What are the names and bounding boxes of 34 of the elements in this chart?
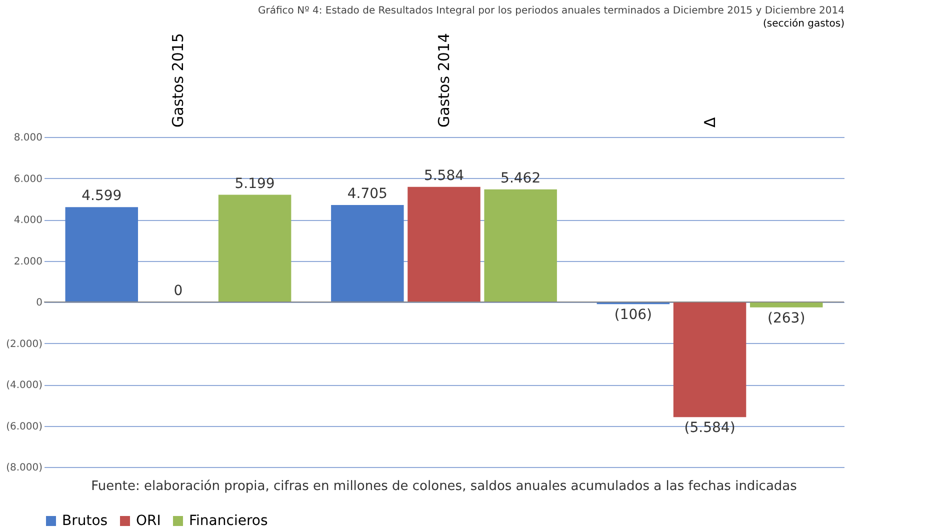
x-tick-label: Gastos 2015 — [169, 33, 188, 128]
data-label: 4.599 — [82, 188, 122, 204]
legend-label: Financieros — [189, 513, 268, 529]
bar — [484, 189, 557, 302]
y-tick-label: 0 — [36, 298, 42, 308]
y-tick-label: 8.000 — [14, 132, 42, 144]
data-label: (5.584) — [684, 420, 736, 436]
chart-subtitle: (sección gastos) — [762, 18, 845, 30]
bar — [408, 186, 480, 302]
y-tick-label: (8.000) — [6, 462, 43, 474]
legend-label: Brutos — [62, 513, 108, 529]
data-label: 0 — [174, 283, 183, 299]
bar — [750, 302, 823, 308]
y-tick-label: 2.000 — [14, 256, 42, 268]
x-tick-label: Δ — [700, 116, 719, 128]
x-tick-label: Gastos 2014 — [435, 33, 453, 128]
data-label: 5.199 — [234, 176, 275, 192]
data-label: (263) — [768, 310, 806, 326]
y-tick-label: (2.000) — [6, 338, 43, 350]
legend-label: ORI — [136, 513, 161, 529]
y-tick-label: 4.000 — [14, 215, 42, 226]
bar — [673, 302, 746, 418]
chart-title: Gráfico Nº 4: Estado de Resultados Integral por los periodos anuales terminados a Diciembre 2015 y Diciembre 2014 — [258, 6, 844, 17]
bar — [65, 207, 138, 302]
data-label: 5.584 — [424, 168, 464, 184]
data-label: 5.462 — [500, 170, 541, 186]
bar — [218, 194, 292, 302]
y-tick-label: (4.000) — [6, 380, 43, 391]
data-label: 4.705 — [347, 186, 388, 202]
bar — [331, 204, 404, 302]
y-tick-label: (6.000) — [6, 421, 43, 432]
y-tick-label: 6.000 — [14, 174, 42, 185]
source-note: Fuente: elaboración propia, cifras en millones de colones, saldos anuales acumulados a las fechas indicadas — [91, 479, 798, 494]
data-label: (106) — [614, 307, 652, 324]
